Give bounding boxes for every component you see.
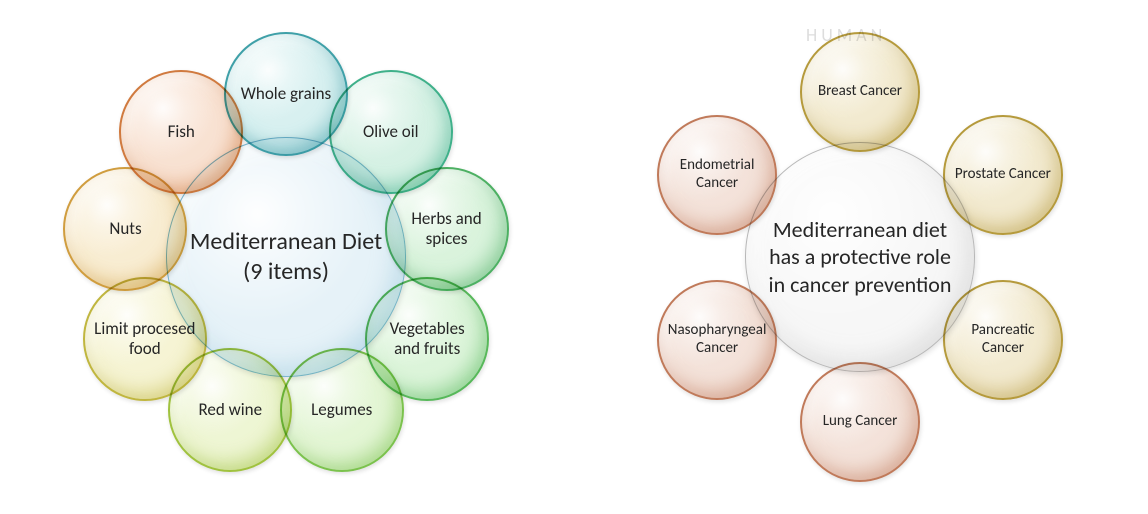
right-petal-label-4: Nasopharyngeal Cancer bbox=[667, 322, 767, 357]
right-petal-1: Prostate Cancer bbox=[943, 115, 1063, 235]
right-petal-4: Nasopharyngeal Cancer bbox=[657, 280, 777, 400]
right-petal-label-0: Breast Cancer bbox=[818, 83, 902, 100]
right-center-circle: Mediterranean diet has a protective role… bbox=[745, 142, 975, 372]
right-petal-label-1: Prostate Cancer bbox=[955, 166, 1051, 183]
right-petal-3: Lung Cancer bbox=[800, 362, 920, 482]
right-petal-label-5: Endometrial Cancer bbox=[667, 157, 767, 192]
right-petal-5: Endometrial Cancer bbox=[657, 115, 777, 235]
right-petal-label-2: Pancreatic Cancer bbox=[953, 322, 1053, 357]
right-petal-label-3: Lung Cancer bbox=[823, 413, 898, 430]
right-center-label: Mediterranean diet has a protective role… bbox=[766, 216, 954, 299]
right-petal-0: Breast Cancer bbox=[800, 32, 920, 152]
right-petal-2: Pancreatic Cancer bbox=[943, 280, 1063, 400]
diagram-canvas: HUMAN Mediterranean Diet (9 items) Whole… bbox=[0, 0, 1148, 514]
right-cluster: Mediterranean diet has a protective role… bbox=[0, 0, 1148, 514]
